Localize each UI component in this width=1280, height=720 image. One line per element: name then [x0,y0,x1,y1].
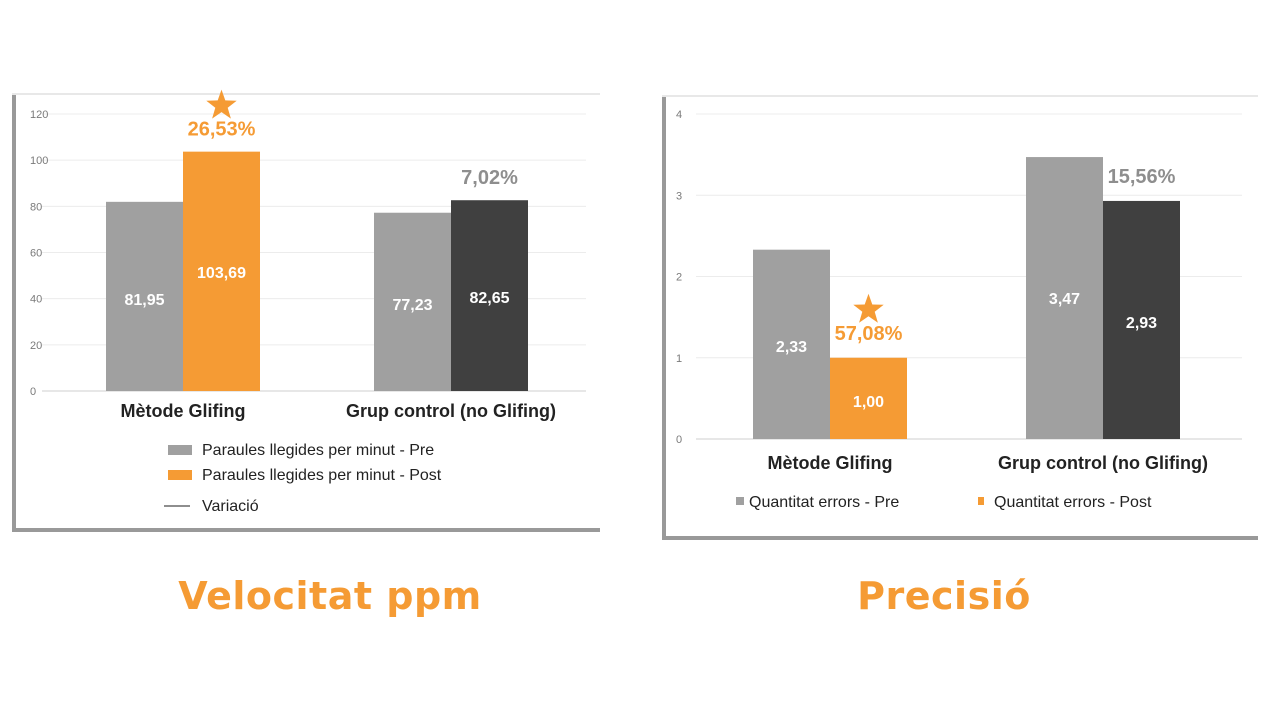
y-tick-label: 40 [30,294,42,306]
accuracy-chart-title: Precisió [857,574,1031,618]
variation-label: 57,08% [835,323,903,345]
legend-label: Quantitat errors - Post [994,494,1152,511]
legend-swatch [978,497,984,505]
category-label: Grup control (no Glifing) [346,401,556,421]
y-tick-label: 0 [676,434,682,446]
bar-post [183,151,260,391]
category-label: Mètode Glifing [768,453,893,473]
y-tick-label: 80 [30,201,42,213]
data-label-post: 103,69 [197,265,246,282]
data-label-pre: 3,47 [1049,291,1080,308]
frame-bottom-edge [12,528,600,532]
legend-swatch [168,445,192,455]
bar-post [1103,200,1180,439]
y-tick-label: 120 [30,109,48,121]
bar-pre [753,249,830,439]
frame-left-edge [12,94,16,532]
star-icon [853,293,884,323]
variation-label: 26,53% [188,119,256,141]
speed-chart-panel: 0 20 40 60 80 100 120 81,95 103,69 26,53% Mètode G… [12,89,602,534]
frame-bottom-edge [662,536,1258,540]
data-label-pre: 81,95 [124,292,164,309]
y-tick-label: 2 [676,272,682,284]
legend-label: Paraules llegides per minut - Pre [202,442,434,459]
variation-label: 7,02% [461,167,518,189]
bar-post [830,357,907,439]
data-label-post: 1,00 [853,394,884,411]
speed-chart: 0 20 40 60 80 100 120 81,95 103,69 26,53% Mètode G… [12,89,600,532]
y-tick-label: 60 [30,248,42,260]
y-tick-label: 100 [30,155,48,167]
frame-left-edge [662,96,666,540]
legend-label: Paraules llegides per minut - Post [202,467,442,484]
speed-chart-title: Velocitat ppm [178,574,482,618]
bar-pre [106,201,183,391]
legend-swatch [168,470,192,480]
category-label: Mètode Glifing [121,401,246,421]
y-tick-label: 20 [30,340,42,352]
y-tick-label: 4 [676,109,682,121]
y-tick-label: 0 [30,386,36,398]
data-label-post: 82,65 [469,290,509,307]
legend-swatch [736,497,744,505]
data-label-post: 2,93 [1126,315,1157,332]
bar-pre [374,212,451,391]
variation-label: 15,56% [1108,166,1176,188]
legend-label: Variació [202,498,259,515]
accuracy-chart: 0 1 2 3 4 2,33 1,00 57,08% Mètode Glifing 3,47 2,9… [662,95,1258,540]
category-label: Grup control (no Glifing) [998,453,1208,473]
y-tick-label: 3 [676,190,682,202]
bar-pre [1026,157,1103,439]
star-icon [206,89,237,119]
y-tick-label: 1 [676,353,682,365]
accuracy-chart-panel: 0 1 2 3 4 2,33 1,00 57,08% Mètode Glifing 3,47 2,9… [662,95,1260,540]
legend-label: Quantitat errors - Pre [749,494,899,511]
bar-post [451,200,528,391]
data-label-pre: 77,23 [392,297,432,314]
data-label-pre: 2,33 [776,339,807,356]
